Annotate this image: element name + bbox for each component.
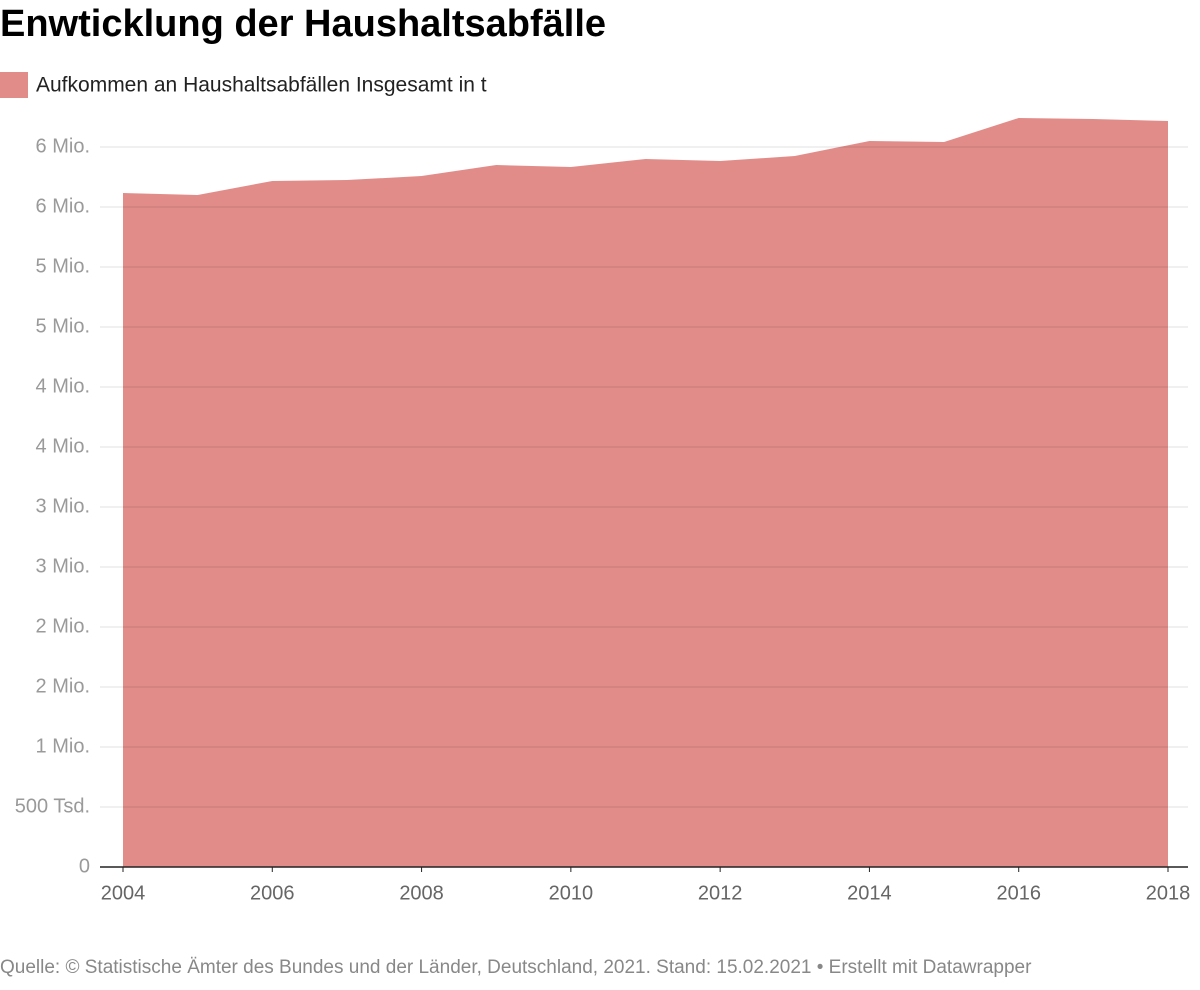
y-tick-label: 4 Mio. [36,435,90,457]
x-tick-label: 2012 [698,882,743,904]
y-tick-label: 0 [79,855,90,877]
x-tick-label: 2006 [250,882,295,904]
legend-label: Aufkommen an Haushaltsabfällen Insgesamt… [36,74,487,97]
y-tick-label: 3 Mio. [36,495,90,517]
x-tick-label: 2016 [996,882,1041,904]
y-tick-label: 4 Mio. [36,375,90,397]
chart-title: Enwticklung der Haushaltsabfälle [0,3,606,45]
legend-swatch [0,72,28,98]
y-tick-label: 5 Mio. [36,315,90,337]
x-tick-label: 2018 [1146,882,1191,904]
y-tick-label: 500 Tsd. [15,795,90,817]
source-note: Quelle: © Statistische Ämter des Bundes … [0,957,1032,978]
area [123,117,1168,867]
y-tick-label: 6 Mio. [36,195,90,217]
y-tick-label: 1 Mio. [36,735,90,757]
x-tick-label: 2004 [101,882,146,904]
y-tick-label: 5 Mio. [36,255,90,277]
x-tick-label: 2014 [847,882,892,904]
y-tick-label: 6 Mio. [36,135,90,157]
y-tick-label: 2 Mio. [36,675,90,697]
x-tick-label: 2010 [549,882,594,904]
y-tick-label: 2 Mio. [36,615,90,637]
x-tick-label: 2008 [399,882,444,904]
y-tick-label: 3 Mio. [36,555,90,577]
